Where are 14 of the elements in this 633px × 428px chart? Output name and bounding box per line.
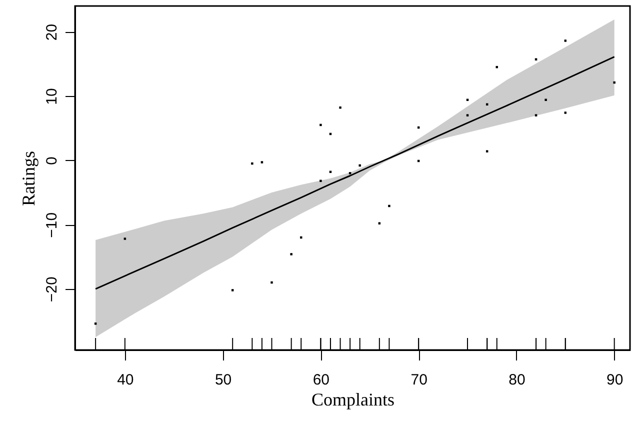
y-tick-label: −20 xyxy=(44,276,60,302)
y-tick-label: −10 xyxy=(44,212,60,238)
y-tick-label: 0 xyxy=(44,156,60,165)
x-tick-label: 80 xyxy=(508,372,526,388)
x-tick-label: 70 xyxy=(410,372,428,388)
x-tick-label: 50 xyxy=(214,372,232,388)
line-series xyxy=(94,56,616,290)
x-tick-label: 60 xyxy=(312,372,330,388)
y-tick-label: 20 xyxy=(44,24,60,41)
x-axis-title: Complaints xyxy=(311,390,395,410)
y-axis-title: Ratings xyxy=(18,150,38,206)
y-tick-label: 10 xyxy=(44,88,60,105)
x-tick-label: 90 xyxy=(606,372,624,388)
x-tick-label: 40 xyxy=(117,372,134,388)
